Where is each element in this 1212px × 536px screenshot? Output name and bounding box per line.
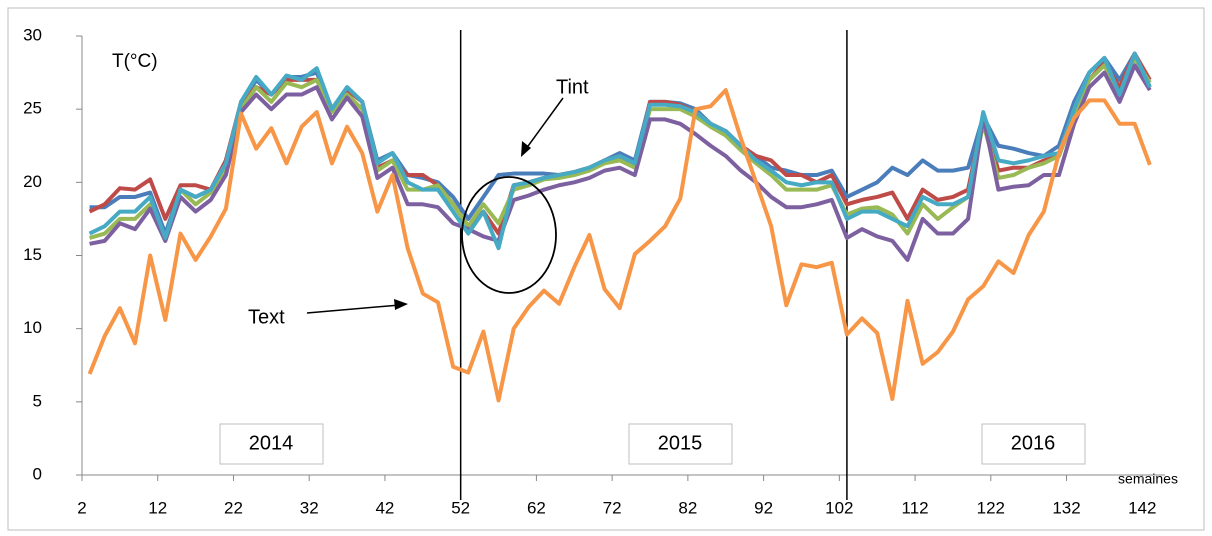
x-tick-label: 142 — [1128, 498, 1156, 517]
x-tick-label: 132 — [1052, 498, 1080, 517]
x-tick-label: 22 — [224, 498, 243, 517]
year-label: 2015 — [658, 432, 703, 454]
y-axis-label: T(°C) — [112, 51, 158, 72]
x-tick-label: 72 — [603, 498, 622, 517]
x-tick-label: 112 — [902, 498, 929, 517]
year-label: 2016 — [1011, 432, 1056, 454]
year-box — [981, 423, 1086, 465]
x-tick-label: 82 — [678, 498, 697, 517]
y-tick-label: 30 — [23, 25, 42, 44]
highlight-circle — [461, 176, 557, 294]
x-tick-label: 92 — [754, 498, 773, 517]
y-tick-label: 15 — [23, 245, 42, 264]
series-line — [88, 51, 1152, 251]
annotation-label: Tint — [556, 76, 589, 98]
arrow-head — [394, 299, 408, 310]
x-tick-label: 42 — [375, 498, 394, 517]
x-tick-label: 62 — [527, 498, 546, 517]
annotation-label: Text — [248, 306, 285, 328]
x-tick-label: 102 — [825, 498, 853, 517]
year-box — [628, 423, 733, 465]
x-tick-label: 52 — [451, 498, 470, 517]
x-tick-label: 2 — [77, 498, 86, 517]
arrow-head — [521, 141, 531, 157]
year-label: 2014 — [249, 432, 294, 454]
y-tick-label: 0 — [33, 464, 42, 483]
year-box — [219, 423, 324, 465]
series-line — [87, 88, 1152, 403]
x-axis-label: semaines — [1118, 471, 1178, 487]
annotation-arrow — [306, 304, 401, 314]
annotation-arrow — [522, 97, 564, 154]
y-tick-label: 20 — [23, 172, 42, 191]
y-tick-label: 25 — [23, 99, 42, 118]
y-tick-label: 5 — [33, 391, 42, 410]
series-line — [89, 63, 1152, 262]
y-tick-label: 10 — [23, 318, 42, 337]
x-tick-label: 32 — [300, 498, 319, 517]
x-tick-label: 12 — [148, 498, 167, 517]
x-tick-label: 122 — [977, 498, 1005, 517]
